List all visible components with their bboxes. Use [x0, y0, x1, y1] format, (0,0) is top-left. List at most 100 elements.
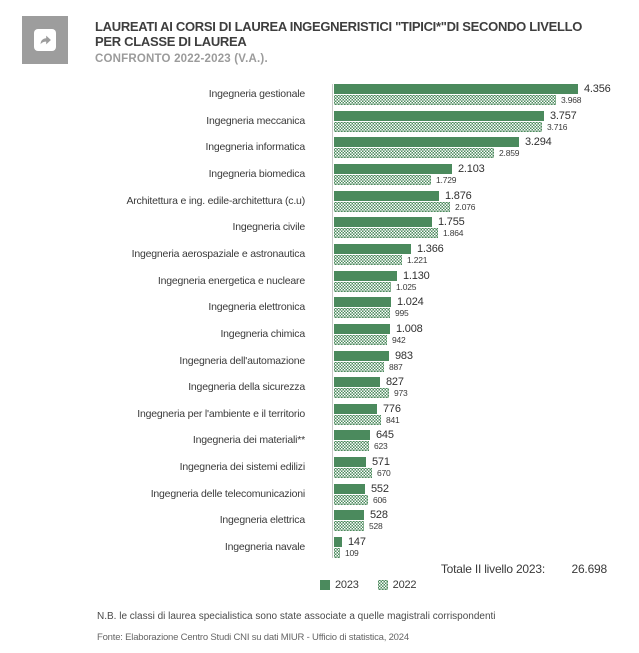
- bar-chart: Ingegneria gestionale 4.356 3.968 Ingegneri…: [0, 83, 639, 560]
- value-label-2023: 2.103: [458, 163, 485, 175]
- bar-2023: [334, 244, 411, 254]
- page-title-line1: LAUREATI AI CORSI DI LAUREA INGEGNERISTI…: [95, 19, 583, 34]
- value-label-2023: 983: [395, 350, 413, 362]
- category-label: Ingegneria energetica e nucleare: [157, 275, 305, 287]
- bar-2023: [334, 297, 391, 307]
- bar-2022: [334, 95, 556, 105]
- chart-row: Architettura e ing. edile-architettura (…: [0, 190, 639, 212]
- value-label-2022: 2.859: [499, 148, 520, 158]
- category-label: Ingegneria civile: [232, 221, 306, 233]
- chart-row: Ingegneria civile 1.755 1.864: [0, 216, 639, 238]
- bar-2023: [334, 111, 544, 121]
- category-label: Ingegneria delle telecomunicazioni: [150, 488, 306, 500]
- value-label-2023: 147: [348, 536, 366, 548]
- bar-2022: [334, 441, 369, 451]
- category-label: Ingegneria aerospaziale e astronautica: [131, 248, 306, 260]
- chart-row: Ingegneria chimica 1.008 942: [0, 323, 639, 345]
- value-label-2022: 973: [394, 388, 408, 398]
- legend-swatch-2023: [320, 580, 330, 590]
- chart-row: Ingegneria biomedica 2.103 1.729: [0, 163, 639, 185]
- value-label-2023: 776: [383, 403, 401, 415]
- chart-row: Ingegneria aerospaziale e astronautica 1.…: [0, 243, 639, 265]
- value-label-2022: 1.729: [436, 175, 457, 185]
- bar-2022: [334, 548, 340, 558]
- legend-item-2023: 2023: [320, 579, 359, 591]
- bar-2023: [334, 377, 380, 387]
- value-label-2022: 995: [395, 308, 409, 318]
- legend-item-2022: 2022: [377, 579, 417, 591]
- bar-2022: [334, 521, 364, 531]
- bar-2022: [334, 202, 450, 212]
- bar-2022: [334, 255, 402, 265]
- value-label-2022: 3.716: [547, 122, 568, 132]
- bar-2022: [334, 308, 390, 318]
- chart-row: Ingegneria dei materiali** 645 623: [0, 429, 639, 451]
- value-label-2023: 571: [372, 456, 390, 468]
- bar-2023: [334, 404, 377, 414]
- bar-2022: [334, 388, 389, 398]
- category-label: Ingegneria elettronica: [208, 301, 305, 313]
- category-label: Ingegneria gestionale: [208, 88, 305, 100]
- page-title: LAUREATI AI CORSI DI LAUREA INGEGNERISTI…: [95, 19, 585, 49]
- bar-2023: [334, 217, 432, 227]
- value-label-2022: 2.076: [455, 202, 476, 212]
- footnote: N.B. le classi di laurea specialistica s…: [97, 611, 496, 622]
- value-label-2022: 528: [369, 521, 383, 531]
- value-label-2023: 4.356: [584, 83, 611, 95]
- value-label-2023: 1.876: [445, 190, 472, 202]
- bar-2022: [334, 415, 381, 425]
- bar-2022: [334, 148, 494, 158]
- bar-2023: [334, 457, 366, 467]
- category-label: Ingegneria dei sistemi edilizi: [179, 461, 306, 473]
- bar-2023: [334, 164, 452, 174]
- category-label: Architettura e ing. edile-architettura (…: [126, 195, 305, 207]
- value-label-2023: 528: [370, 509, 388, 521]
- bar-2022: [334, 175, 431, 185]
- value-label-2022: 109: [345, 548, 359, 558]
- chart-row: Ingegneria elettronica 1.024 995: [0, 296, 639, 318]
- bar-2022: [334, 495, 368, 505]
- bar-2023: [334, 324, 390, 334]
- value-label-2022: 1.025: [396, 282, 417, 292]
- page-title-line2: PER CLASSE DI LAUREA: [95, 34, 247, 49]
- chart-row: Ingegneria dei sistemi edilizi 571 670: [0, 456, 639, 478]
- total-label: Totale II livello 2023:: [440, 562, 545, 576]
- chart-row: Ingegneria della sicurezza 827 973: [0, 376, 639, 398]
- legend-swatch-2022: [377, 580, 388, 590]
- legend: 2023 2022: [320, 579, 417, 591]
- category-label: Ingegneria informatica: [205, 141, 306, 153]
- bar-2022: [334, 122, 542, 132]
- value-label-2023: 1.130: [403, 270, 430, 282]
- share-button[interactable]: [22, 16, 68, 64]
- axis-line: [332, 84, 333, 558]
- value-label-2023: 1.366: [417, 243, 444, 255]
- share-icon: [34, 29, 56, 51]
- bar-2022: [334, 228, 438, 238]
- bar-2023: [334, 484, 365, 494]
- value-label-2022: 3.968: [561, 95, 582, 105]
- category-label: Ingegneria dell'automazione: [179, 355, 305, 367]
- source-note: Fonte: Elaborazione Centro Studi CNI su …: [97, 632, 409, 643]
- value-label-2023: 1.024: [397, 296, 424, 308]
- value-label-2023: 1.755: [438, 216, 465, 228]
- value-label-2023: 1.008: [396, 323, 423, 335]
- category-label: Ingegneria elettrica: [219, 514, 306, 526]
- bar-2022: [334, 362, 384, 372]
- value-label-2023: 645: [376, 429, 394, 441]
- value-label-2023: 3.757: [550, 110, 577, 122]
- chart-row: Ingegneria elettrica 528 528: [0, 509, 639, 531]
- value-label-2023: 552: [371, 483, 389, 495]
- legend-label-2023: 2023: [335, 579, 359, 591]
- value-label-2022: 887: [389, 362, 403, 372]
- page-subtitle: CONFRONTO 2022-2023 (V.A.).: [95, 53, 268, 65]
- bar-2023: [334, 271, 397, 281]
- chart-row: Ingegneria meccanica 3.757 3.716: [0, 110, 639, 132]
- chart-row: Ingegneria delle telecomunicazioni 552 606: [0, 483, 639, 505]
- value-label-2022: 606: [373, 495, 387, 505]
- chart-row: Ingegneria navale 147 109: [0, 536, 639, 558]
- value-label-2022: 670: [377, 468, 391, 478]
- value-label-2023: 3.294: [525, 136, 552, 148]
- bar-2023: [334, 137, 519, 147]
- value-label-2022: 1.864: [443, 228, 464, 238]
